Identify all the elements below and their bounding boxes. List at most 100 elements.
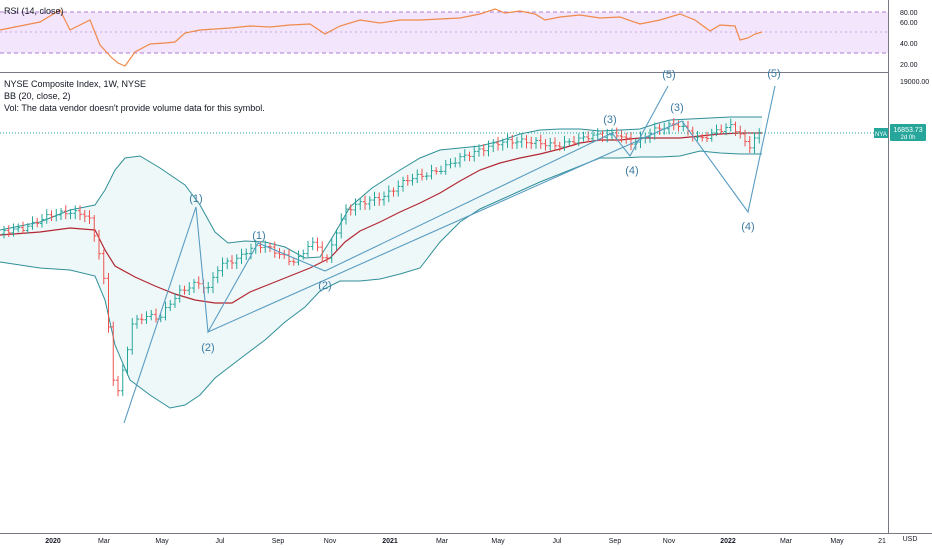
wave-label: (2) bbox=[318, 280, 331, 292]
time-tick-label: 2021 bbox=[382, 538, 398, 545]
rsi-band-fill bbox=[0, 12, 888, 53]
price-bar bbox=[567, 138, 572, 146]
price-bar bbox=[481, 143, 486, 157]
price-bar bbox=[2, 225, 6, 239]
wave-label: (5) bbox=[662, 69, 675, 81]
price-bar bbox=[211, 272, 215, 294]
price-bar bbox=[277, 248, 282, 259]
price-bar bbox=[35, 217, 40, 228]
wave-label: (4) bbox=[625, 165, 638, 177]
price-bar bbox=[73, 205, 78, 220]
price-bar bbox=[562, 135, 567, 151]
wave-label: (5) bbox=[767, 68, 780, 80]
bollinger-fill bbox=[0, 117, 762, 408]
price-bar bbox=[154, 308, 158, 323]
time-tick-label: 2022 bbox=[720, 538, 736, 545]
price-bar bbox=[453, 157, 458, 168]
elliott-wave-line-2 bbox=[207, 85, 776, 333]
price-bar bbox=[396, 180, 401, 197]
time-tick-label: Nov bbox=[663, 538, 676, 545]
price-bar bbox=[543, 139, 548, 151]
price-bar bbox=[358, 198, 363, 211]
price-bar bbox=[135, 314, 139, 329]
rsi-tick-label: 20.00 bbox=[900, 62, 918, 69]
price-bar bbox=[728, 118, 733, 132]
price-bar bbox=[40, 214, 44, 228]
price-bar bbox=[629, 132, 633, 150]
price-bar bbox=[30, 216, 35, 230]
price-bar bbox=[291, 257, 296, 266]
price-bar bbox=[239, 248, 244, 265]
price-bar bbox=[329, 238, 334, 263]
price-bar bbox=[187, 282, 192, 296]
price-bar bbox=[529, 136, 534, 149]
price-bar bbox=[401, 176, 405, 192]
price-bar bbox=[462, 149, 467, 162]
time-tick-label: Jul bbox=[553, 538, 562, 545]
price-bar bbox=[325, 254, 329, 263]
wave-label: (3) bbox=[603, 114, 616, 126]
bb-legend: BB (20, close, 2) bbox=[4, 91, 71, 101]
rsi-line bbox=[0, 8, 763, 67]
price-bar bbox=[420, 168, 424, 181]
rsi-legend: RSI (14, close) bbox=[4, 6, 64, 17]
price-bar bbox=[220, 257, 225, 277]
price-bar bbox=[315, 237, 320, 252]
price-bar bbox=[234, 254, 239, 269]
wave-label: (1) bbox=[189, 193, 202, 205]
wave-label: (3) bbox=[670, 102, 683, 114]
price-bar bbox=[434, 167, 439, 175]
price-bar bbox=[657, 123, 662, 135]
price-bar bbox=[63, 205, 68, 220]
price-bar bbox=[752, 132, 757, 154]
price-bar bbox=[624, 132, 629, 144]
price-bar bbox=[130, 318, 135, 355]
price-bar bbox=[443, 159, 448, 175]
price-bar bbox=[111, 321, 116, 386]
price-bar bbox=[363, 195, 367, 210]
price-bar bbox=[139, 313, 144, 325]
price-bar bbox=[391, 187, 396, 197]
price-bar bbox=[344, 204, 348, 225]
bollinger-lower bbox=[0, 150, 762, 409]
price-bar bbox=[196, 276, 201, 289]
price-bar bbox=[534, 137, 538, 149]
price-bar bbox=[500, 138, 505, 151]
time-tick-label: Sep bbox=[609, 538, 622, 545]
price-bar bbox=[709, 128, 714, 142]
price-bar bbox=[268, 242, 272, 253]
price-bar bbox=[386, 185, 391, 203]
price-bar bbox=[44, 209, 49, 224]
price-bar bbox=[733, 121, 738, 136]
price-bar bbox=[249, 243, 253, 260]
chart-title: NYSE Composite Index, 1W, NYSE bbox=[4, 79, 147, 89]
price-tag-value: 16853.73 bbox=[893, 127, 922, 134]
price-bar bbox=[339, 213, 344, 239]
time-tick-label: Jul bbox=[216, 538, 225, 545]
price-bar bbox=[424, 172, 429, 181]
price-bar bbox=[25, 223, 30, 234]
price-bar bbox=[738, 125, 743, 139]
price-bar bbox=[667, 120, 671, 135]
price-bar bbox=[320, 241, 325, 263]
price-bar bbox=[173, 292, 177, 308]
price-bar bbox=[747, 136, 752, 153]
bollinger-basis bbox=[0, 132, 762, 304]
price-bar bbox=[458, 152, 462, 168]
wave-label: (2) bbox=[201, 342, 214, 354]
price-bar bbox=[477, 144, 481, 157]
price-bar bbox=[743, 129, 747, 147]
price-tag-countdown: 2d 0h bbox=[900, 135, 915, 141]
price-bar bbox=[491, 139, 496, 153]
time-tick-label: May bbox=[830, 538, 844, 545]
price-bar bbox=[410, 173, 415, 186]
price-bar bbox=[348, 204, 353, 216]
price-bar bbox=[548, 137, 553, 151]
price-bar bbox=[557, 141, 562, 152]
time-tick-label: Mar bbox=[98, 538, 111, 545]
price-bar bbox=[16, 223, 21, 233]
price-bar bbox=[296, 250, 301, 266]
price-bar bbox=[225, 257, 230, 270]
price-bar bbox=[486, 140, 491, 157]
